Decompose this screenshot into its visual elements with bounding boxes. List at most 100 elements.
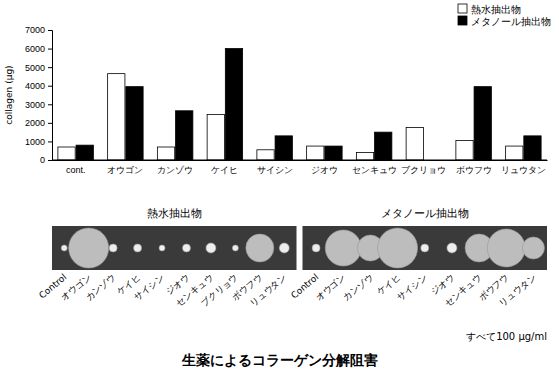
x-tick-label: センキュウ bbox=[352, 165, 397, 175]
photo-label: ブクリョウ bbox=[199, 272, 240, 309]
photo-label: リュウタン bbox=[497, 272, 538, 309]
x-tick: リュウタン bbox=[501, 160, 546, 175]
y-tick-label: 4000 bbox=[25, 81, 45, 91]
y-tick: 3000 bbox=[25, 100, 52, 110]
y-tick: 7000 bbox=[25, 25, 52, 35]
y-tick-mark bbox=[48, 30, 52, 31]
y-tick-mark bbox=[48, 123, 52, 124]
bar bbox=[108, 74, 125, 160]
y-axis: 0 1000 2000 3000 4000 5000 6000 7000 bbox=[25, 25, 53, 165]
x-axis: cont. オウゴン カンゾウ ケイヒ サイシン ジオウ センキュウブクリョウボウフウリュウ… bbox=[53, 160, 548, 175]
zone bbox=[246, 234, 274, 262]
zone bbox=[447, 243, 457, 253]
y-tick: 0 bbox=[40, 155, 52, 165]
x-tick: カンゾウ bbox=[157, 160, 193, 175]
photo-label: サイシン bbox=[132, 272, 166, 303]
zone bbox=[421, 244, 429, 252]
bar bbox=[506, 146, 523, 160]
zone bbox=[134, 244, 142, 252]
photo-panel: メタノール抽出物Controlオウゴンカンゾウケイヒサイシンジオウセンキュウボウ… bbox=[289, 207, 547, 308]
photo-label: リュウタン bbox=[248, 272, 289, 309]
legend-swatch bbox=[458, 4, 467, 13]
y-tick-mark bbox=[48, 67, 52, 68]
zone bbox=[522, 237, 544, 259]
legend-item: 熱水抽出物 bbox=[458, 4, 521, 15]
legend-label: メタノール抽出物 bbox=[471, 16, 551, 27]
x-tick: ブクリョウ bbox=[401, 160, 446, 175]
bar bbox=[356, 153, 373, 160]
bar bbox=[176, 111, 193, 160]
bar bbox=[126, 87, 143, 160]
bar bbox=[307, 146, 324, 160]
zone bbox=[325, 230, 361, 266]
photo-label: カンゾウ bbox=[83, 272, 117, 303]
x-tick: オウゴン bbox=[107, 160, 143, 175]
bar bbox=[76, 145, 93, 160]
legend-item: メタノール抽出物 bbox=[458, 16, 551, 27]
x-tick: ケイヒ bbox=[211, 160, 238, 175]
bar bbox=[58, 147, 75, 160]
y-tick-label: 6000 bbox=[25, 44, 45, 54]
y-tick-mark bbox=[48, 86, 52, 87]
bar bbox=[474, 87, 491, 160]
x-tick-label: ジオウ bbox=[311, 165, 338, 175]
legend-swatch bbox=[458, 16, 467, 25]
legend-label: 熱水抽出物 bbox=[471, 4, 521, 15]
photo-label: サイシン bbox=[395, 272, 429, 303]
bar bbox=[375, 132, 392, 160]
bar bbox=[456, 141, 473, 161]
bar bbox=[406, 128, 423, 161]
x-tick-label: cont. bbox=[66, 165, 86, 175]
zone bbox=[109, 244, 117, 252]
y-axis-line bbox=[48, 31, 53, 161]
x-axis-baseline bbox=[52, 160, 547, 161]
photo-label: センキュウ bbox=[442, 272, 483, 309]
y-tick: 2000 bbox=[25, 118, 52, 128]
x-tick: cont. bbox=[66, 160, 86, 175]
zone bbox=[378, 228, 418, 268]
y-tick: 5000 bbox=[25, 63, 52, 73]
bars bbox=[58, 49, 541, 160]
chart: 01000200030004000500060007000cont.オウゴンカン… bbox=[0, 0, 559, 376]
bar bbox=[275, 136, 292, 160]
y-tick: 4000 bbox=[25, 81, 52, 91]
legend: 熱水抽出物メタノール抽出物 bbox=[458, 4, 551, 27]
zones bbox=[312, 228, 544, 268]
y-axis-title: collagen (μg) bbox=[4, 65, 14, 124]
zone bbox=[232, 245, 238, 251]
photo-strip bbox=[52, 226, 297, 270]
y-tick: 6000 bbox=[25, 44, 52, 54]
x-tick-label: サイシン bbox=[257, 165, 293, 175]
x-tick: サイシン bbox=[257, 160, 293, 175]
bar bbox=[524, 136, 541, 160]
y-tick: 1000 bbox=[25, 137, 52, 147]
x-tick-label: ブクリョウ bbox=[401, 165, 446, 175]
y-tick-label: 0 bbox=[40, 155, 45, 165]
note: すべて100 μg/ml bbox=[466, 331, 547, 342]
zone bbox=[487, 229, 525, 267]
zone bbox=[279, 243, 289, 253]
x-tick: ジオウ bbox=[311, 160, 338, 175]
zone bbox=[182, 244, 190, 252]
bar bbox=[207, 115, 224, 161]
panel-title: メタノール抽出物 bbox=[381, 207, 469, 220]
caption: 生薬によるコラーゲン分解阻害 bbox=[181, 352, 378, 368]
y-tick-mark bbox=[48, 104, 52, 105]
zones bbox=[61, 228, 289, 268]
y-tick-label: 3000 bbox=[25, 100, 45, 110]
bar bbox=[325, 146, 342, 160]
x-tick-label: オウゴン bbox=[107, 165, 143, 175]
y-tick-label: 5000 bbox=[25, 63, 45, 73]
bar bbox=[225, 49, 242, 160]
x-tick-label: ケイヒ bbox=[211, 165, 238, 175]
x-tick: ボウフウ bbox=[456, 160, 492, 175]
zone bbox=[61, 245, 67, 251]
x-tick-label: カンゾウ bbox=[157, 165, 193, 175]
zone bbox=[206, 243, 216, 253]
y-tick-mark bbox=[48, 49, 52, 50]
x-tick: センキュウ bbox=[352, 160, 397, 175]
y-tick-mark bbox=[48, 141, 52, 142]
x-axis-line bbox=[53, 160, 548, 161]
zone bbox=[159, 245, 165, 251]
panel-title: 熱水抽出物 bbox=[147, 207, 202, 220]
